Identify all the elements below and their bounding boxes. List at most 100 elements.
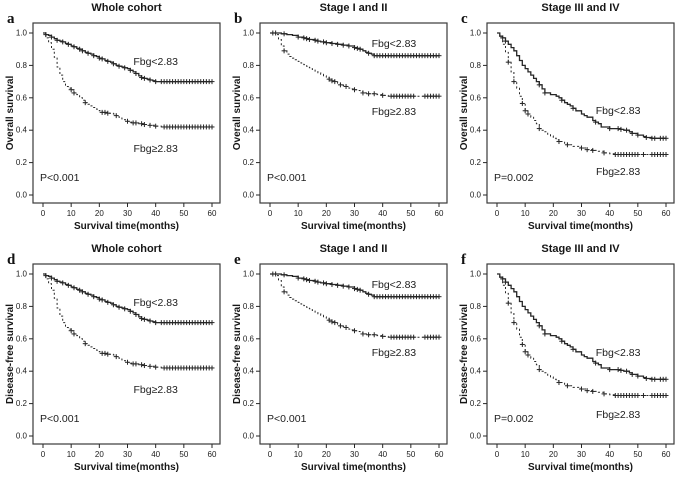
svg-text:30: 30	[577, 450, 586, 459]
svg-text:10: 10	[67, 209, 76, 218]
km-panel-a: a Whole cohort Overall survival 0 10 20 30 4…	[0, 0, 227, 241]
x-axis-label: Survival time(months)	[527, 462, 634, 473]
svg-text:60: 60	[662, 450, 671, 459]
p-value-label: P<0.001	[40, 413, 80, 425]
km-panel-e: e Stage I and II Disease-free survival 0…	[227, 241, 454, 482]
svg-text:60: 60	[662, 209, 671, 218]
svg-text:0.0: 0.0	[470, 432, 482, 441]
svg-text:0.0: 0.0	[243, 432, 255, 441]
svg-text:0.8: 0.8	[243, 61, 255, 70]
svg-text:0.8: 0.8	[470, 302, 482, 311]
survival-plot: 0 10 20 30 40 50 60 0.0 0.2 0.4 0.6 0.8 1.0	[470, 22, 675, 218]
svg-text:0.8: 0.8	[243, 302, 255, 311]
svg-text:0.2: 0.2	[470, 399, 482, 408]
series-label-low-fbg: Fbg<2.83	[371, 278, 417, 291]
survival-plot: 0 10 20 30 40 50 60 0.0 0.2 0.4 0.6 0.8 1.0	[470, 263, 675, 459]
svg-text:40: 40	[378, 209, 387, 218]
svg-text:50: 50	[406, 209, 415, 218]
svg-text:0.4: 0.4	[16, 367, 28, 376]
km-panel-c: c Stage III and IV Overall survival 0 10 2…	[454, 0, 681, 241]
svg-text:0: 0	[495, 450, 500, 459]
series-label-low-fbg: Fbg<2.83	[595, 104, 641, 117]
svg-text:0.2: 0.2	[16, 399, 28, 408]
panel-title: Whole cohort	[91, 2, 162, 14]
p-value-label: P<0.001	[267, 413, 307, 425]
p-value-label: P<0.001	[267, 172, 307, 184]
svg-text:0.0: 0.0	[16, 432, 28, 441]
x-axis-label: Survival time(months)	[73, 462, 180, 473]
svg-text:60: 60	[208, 209, 217, 218]
svg-text:0.0: 0.0	[243, 191, 255, 200]
series-label-high-fbg: Fbg≥2.83	[371, 105, 417, 118]
svg-text:0.8: 0.8	[470, 61, 482, 70]
svg-text:0.0: 0.0	[470, 191, 482, 200]
p-value-label: P<0.001	[40, 172, 80, 184]
svg-text:0: 0	[268, 450, 273, 459]
series-label-high-fbg: Fbg≥2.83	[595, 166, 641, 179]
series-label-high-fbg: Fbg≥2.83	[371, 346, 417, 359]
svg-text:10: 10	[521, 209, 530, 218]
x-axis-label: Survival time(months)	[300, 462, 407, 473]
series-label-high-fbg: Fbg≥2.83	[595, 408, 641, 421]
panel-letter: f	[461, 252, 466, 268]
svg-text:40: 40	[605, 209, 614, 218]
panel-letter: c	[461, 11, 468, 27]
p-value-label: P=0.002	[494, 413, 534, 425]
survival-plot: 0 10 20 30 40 50 60 0.0 0.2 0.4 0.6 0.8 1.0	[243, 263, 448, 459]
svg-text:10: 10	[67, 450, 76, 459]
svg-text:0.6: 0.6	[470, 334, 482, 343]
svg-text:0.2: 0.2	[243, 158, 255, 167]
svg-text:40: 40	[378, 450, 387, 459]
panel-letter: d	[7, 252, 16, 268]
panel-title: Stage III and IV	[541, 243, 620, 255]
survival-plot: 0 10 20 30 40 50 60 0.0 0.2 0.4 0.6 0.8 1.0	[243, 22, 448, 218]
svg-text:0.6: 0.6	[16, 93, 28, 102]
panel-title: Stage I and II	[319, 2, 388, 14]
svg-text:1.0: 1.0	[470, 270, 482, 279]
series-label-low-fbg: Fbg<2.83	[133, 56, 178, 69]
panel-title: Stage III and IV	[541, 2, 620, 14]
svg-text:0: 0	[495, 209, 500, 218]
svg-text:0.0: 0.0	[16, 191, 28, 200]
svg-text:40: 40	[151, 209, 160, 218]
svg-text:0.6: 0.6	[243, 334, 255, 343]
svg-text:0.6: 0.6	[470, 93, 482, 102]
svg-text:0.2: 0.2	[16, 158, 28, 167]
svg-text:0.6: 0.6	[16, 334, 28, 343]
svg-text:1.0: 1.0	[243, 29, 255, 38]
svg-text:50: 50	[633, 209, 642, 218]
svg-text:20: 20	[322, 209, 331, 218]
svg-text:0: 0	[41, 209, 46, 218]
svg-text:10: 10	[294, 209, 303, 218]
svg-text:30: 30	[123, 450, 132, 459]
svg-text:20: 20	[549, 209, 558, 218]
svg-text:60: 60	[435, 450, 444, 459]
svg-text:0.8: 0.8	[16, 302, 28, 311]
svg-text:50: 50	[633, 450, 642, 459]
svg-text:10: 10	[521, 450, 530, 459]
survival-plot: 0 10 20 30 40 50 60 0.0 0.2 0.4 0.6 0.8 1.0	[16, 263, 221, 459]
svg-text:20: 20	[95, 450, 104, 459]
svg-text:1.0: 1.0	[243, 270, 255, 279]
svg-text:0.4: 0.4	[470, 367, 482, 376]
panel-letter: b	[234, 11, 243, 27]
svg-text:40: 40	[605, 450, 614, 459]
svg-text:10: 10	[294, 450, 303, 459]
svg-text:0: 0	[41, 450, 46, 459]
svg-text:20: 20	[95, 209, 104, 218]
svg-text:0.4: 0.4	[470, 126, 482, 135]
svg-text:0.4: 0.4	[243, 126, 255, 135]
km-panel-d: d Whole cohort Disease-free survival 0 10…	[0, 241, 227, 482]
svg-text:60: 60	[208, 450, 217, 459]
svg-text:50: 50	[406, 450, 415, 459]
svg-text:30: 30	[350, 209, 359, 218]
x-axis-label: Survival time(months)	[527, 221, 634, 232]
svg-text:0.6: 0.6	[243, 93, 255, 102]
svg-text:30: 30	[350, 450, 359, 459]
svg-text:0.8: 0.8	[16, 61, 28, 70]
svg-text:50: 50	[179, 209, 188, 218]
svg-text:60: 60	[435, 209, 444, 218]
x-axis-label: Survival time(months)	[73, 221, 180, 232]
panel-letter: e	[234, 252, 241, 268]
